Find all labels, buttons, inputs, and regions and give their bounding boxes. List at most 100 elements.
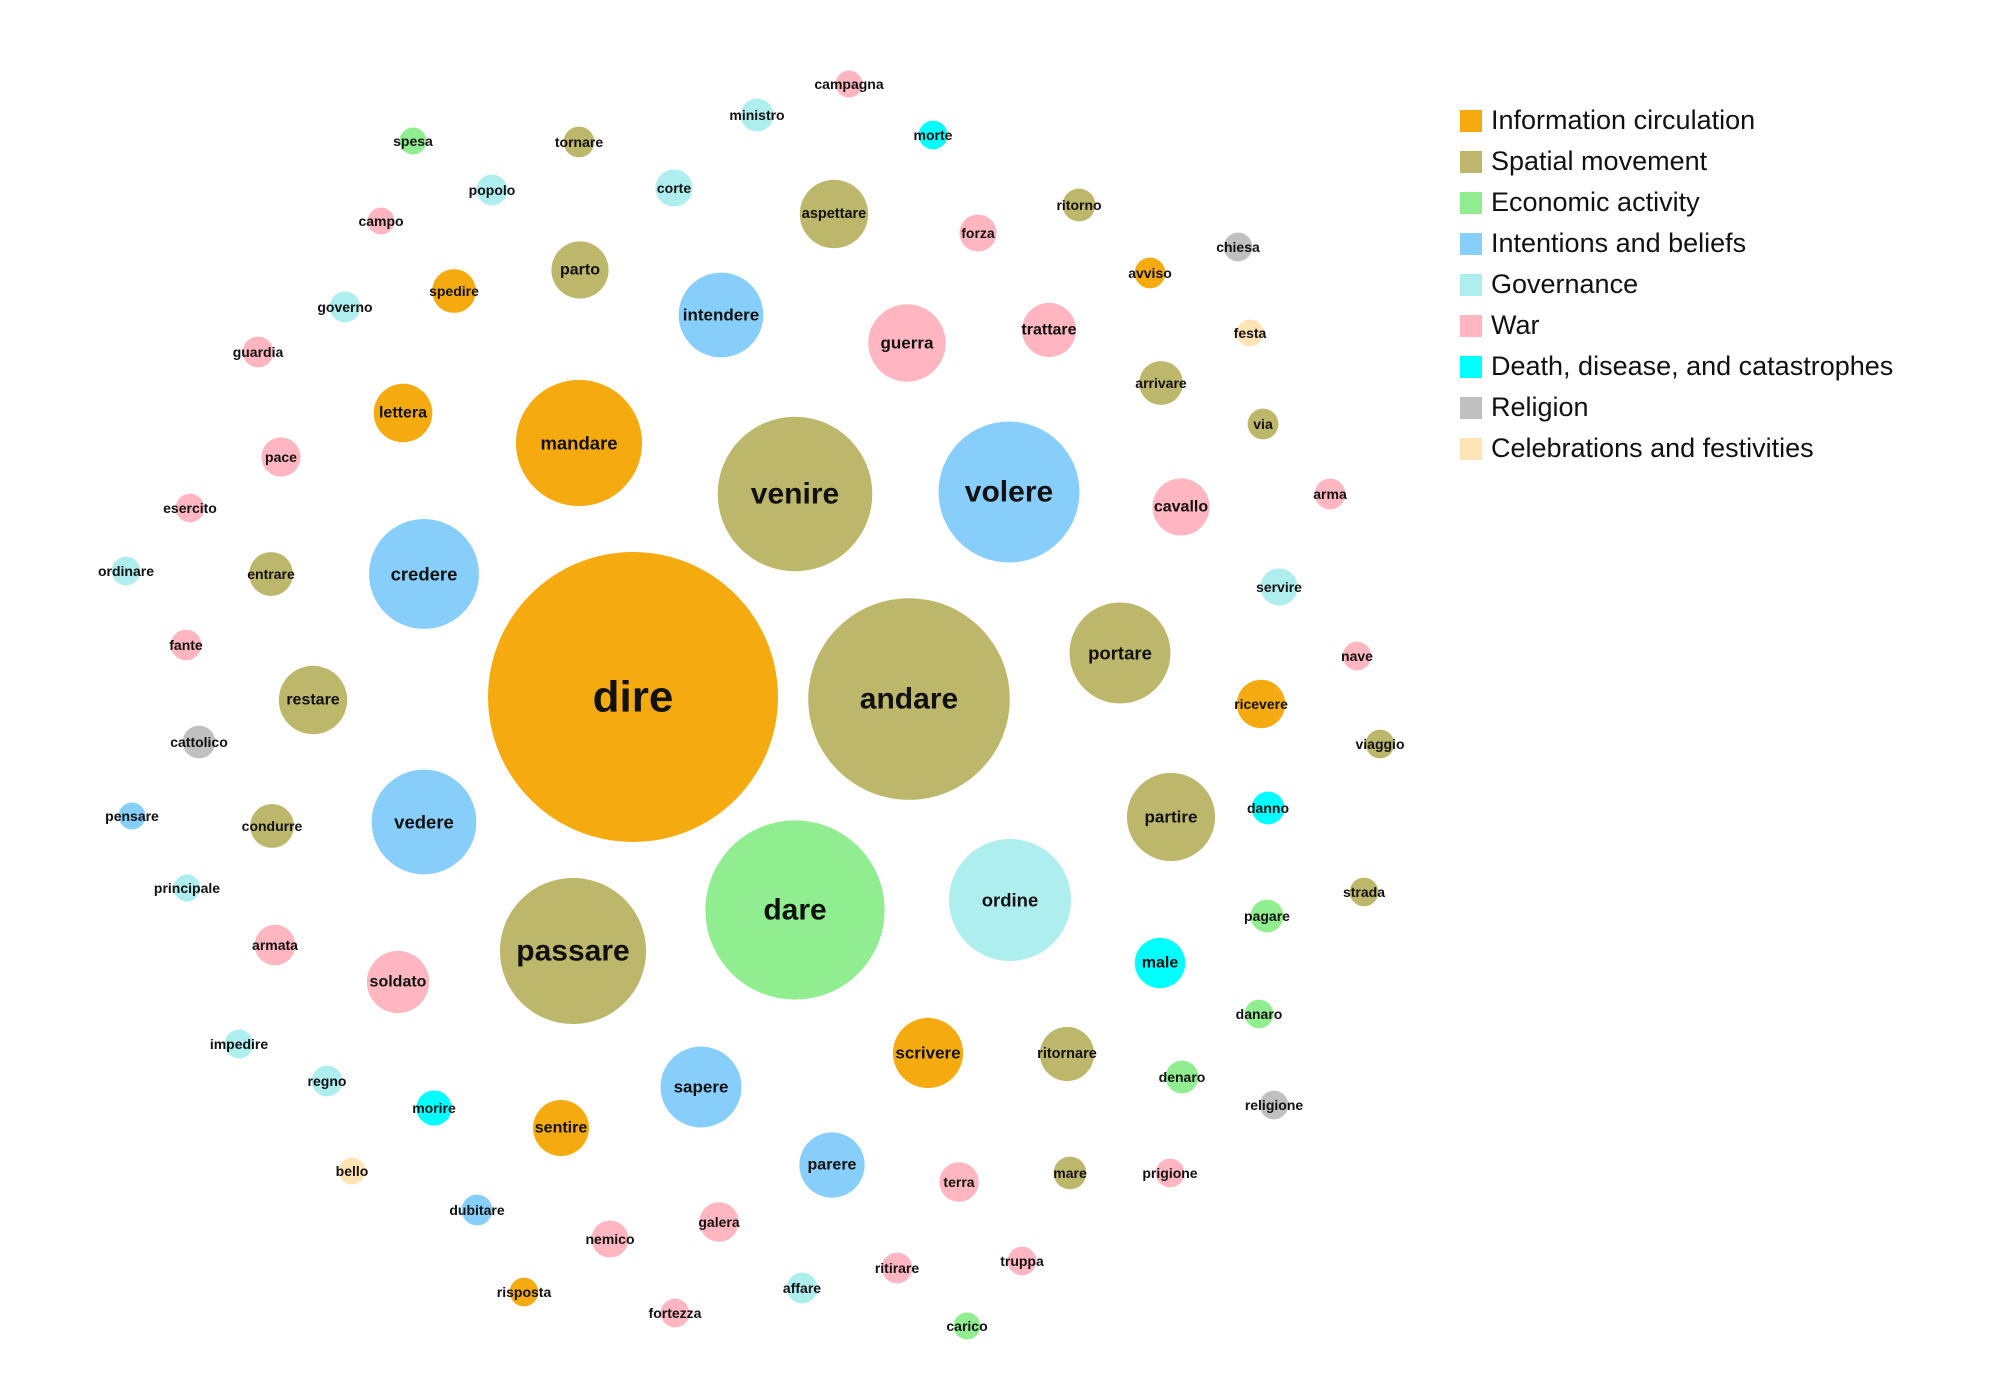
bubble-label-ritirare: ritirare (875, 1260, 920, 1276)
bubble-label-bello: bello (336, 1163, 369, 1179)
bubble-label-dire: dire (593, 673, 674, 722)
bubble-label-pensare: pensare (105, 808, 159, 824)
bubble-circle-parto (551, 241, 609, 299)
bubble-regno: regno (308, 1065, 346, 1097)
bubble-label-ritornare: ritornare (1037, 1046, 1097, 1062)
bubble-ritirare: ritirare (875, 1252, 920, 1284)
bubble-mandare: mandare (515, 379, 643, 507)
bubble-circle-cattolico (182, 725, 216, 759)
bubble-corte: corte (655, 169, 693, 207)
bubble-circle-tornare (563, 126, 595, 158)
bubble-guardia: guardia (233, 336, 283, 368)
bubble-circle-sentire (533, 1100, 589, 1156)
bubble-mare: mare (1053, 1156, 1087, 1190)
bubble-circle-chiesa (1223, 232, 1253, 262)
bubble-chiesa: chiesa (1216, 232, 1260, 262)
bubble-label-avviso: avviso (1128, 265, 1172, 281)
bubble-venire: venire (717, 416, 873, 572)
bubble-circle-vedere (371, 769, 477, 875)
legend-item: Celebrations and festivities (1460, 428, 1893, 469)
bubble-principale: principale (154, 874, 220, 902)
legend-swatch (1460, 273, 1482, 296)
bubble-circle-condurre (250, 804, 294, 848)
bubble-label-pagare: pagare (1244, 908, 1290, 924)
bubble-label-soldato: soldato (370, 974, 427, 991)
bubble-label-spedire: spedire (429, 283, 479, 299)
bubble-scrivere: scrivere (892, 1017, 964, 1089)
bubble-affare: affare (783, 1272, 821, 1304)
bubble-circle-ricevere (1236, 679, 1286, 729)
bubble-circle-mare (1053, 1156, 1087, 1190)
bubble-parere: parere (799, 1132, 865, 1198)
bubble-circle-principale (173, 874, 201, 902)
bubble-governo: governo (317, 291, 373, 323)
bubble-partire: partire (1126, 772, 1216, 862)
bubble-label-portare: portare (1088, 643, 1152, 664)
bubble-circle-dare (705, 820, 885, 1000)
legend-label: Intentions and beliefs (1491, 228, 1747, 258)
legend-swatch (1460, 191, 1482, 214)
legend-label: Celebrations and festivities (1491, 433, 1814, 463)
bubble-label-venire: venire (751, 478, 839, 511)
bubble-circle-religione (1259, 1090, 1289, 1120)
bubble-circle-bello (338, 1157, 366, 1185)
legend-label: Religion (1491, 392, 1589, 422)
bubble-restare: restare (278, 665, 348, 735)
bubble-circle-via (1247, 408, 1279, 440)
bubble-label-denaro: denaro (1159, 1069, 1206, 1085)
bubble-label-pace: pace (265, 449, 297, 465)
bubble-arma: arma (1313, 478, 1347, 510)
bubble-label-entrare: entrare (247, 566, 295, 582)
bubble-circle-ordinare (111, 556, 141, 586)
bubble-circle-andare (808, 598, 1010, 800)
bubble-trattare: trattare (1021, 302, 1077, 358)
bubble-circle-avviso (1134, 257, 1166, 289)
legend-swatch (1460, 232, 1482, 255)
bubble-ministro: ministro (729, 98, 785, 132)
bubble-circle-guerra (868, 304, 946, 382)
bubble-label-viaggio: viaggio (1355, 736, 1404, 752)
bubble-tornare: tornare (555, 126, 603, 158)
bubble-intendere: intendere (678, 272, 764, 358)
bubble-nave: nave (1341, 641, 1373, 671)
bubble-label-lettera: lettera (379, 405, 427, 422)
bubble-label-nave: nave (1341, 648, 1373, 664)
bubble-circle-danaro (1244, 999, 1274, 1029)
legend-label: Death, disease, and catastrophes (1491, 351, 1894, 381)
bubble-label-corte: corte (657, 180, 691, 196)
bubble-circle-campagna (835, 70, 863, 98)
legend-label: Information circulation (1491, 105, 1756, 135)
bubble-circle-fante (170, 629, 202, 661)
bubble-circle-denaro (1165, 1060, 1199, 1094)
bubble-servire: servire (1256, 568, 1302, 606)
bubble-viaggio: viaggio (1355, 729, 1405, 759)
bubble-label-dubitare: dubitare (449, 1202, 504, 1218)
bubble-circle-fortezza (660, 1298, 690, 1328)
bubble-label-carico: carico (946, 1318, 987, 1334)
legend: Information circulation Spatial movement E… (1460, 100, 1893, 469)
bubble-circle-dire (488, 552, 778, 842)
bubble-label-popolo: popolo (469, 182, 516, 198)
bubble-label-festa: festa (1234, 325, 1267, 341)
bubble-ricevere: ricevere (1234, 679, 1288, 729)
bubble-circle-trattare (1021, 302, 1077, 358)
bubble-circle-volere (938, 421, 1080, 563)
legend-swatch (1460, 396, 1482, 419)
bubble-circle-aspettare (799, 179, 869, 249)
bubble-label-andare: andare (860, 683, 958, 716)
bubble-circle-portare (1069, 602, 1171, 704)
bubble-dire: dire (488, 552, 778, 842)
legend-swatch (1460, 355, 1482, 378)
bubble-risposta: risposta (497, 1277, 551, 1307)
bubble-circle-morte (918, 120, 948, 150)
bubble-campo: campo (358, 207, 404, 235)
bubble-circle-truppa (1007, 1246, 1037, 1276)
bubble-cavallo: cavallo (1152, 478, 1210, 536)
bubble-male: male (1134, 937, 1186, 989)
bubble-circle-esercito (175, 493, 205, 523)
bubble-circle-popolo (476, 174, 508, 206)
bubble-label-via: via (1253, 416, 1273, 432)
bubble-label-dare: dare (763, 894, 826, 927)
bubble-label-ricevere: ricevere (1234, 696, 1288, 712)
bubble-circle-galera (699, 1202, 739, 1242)
